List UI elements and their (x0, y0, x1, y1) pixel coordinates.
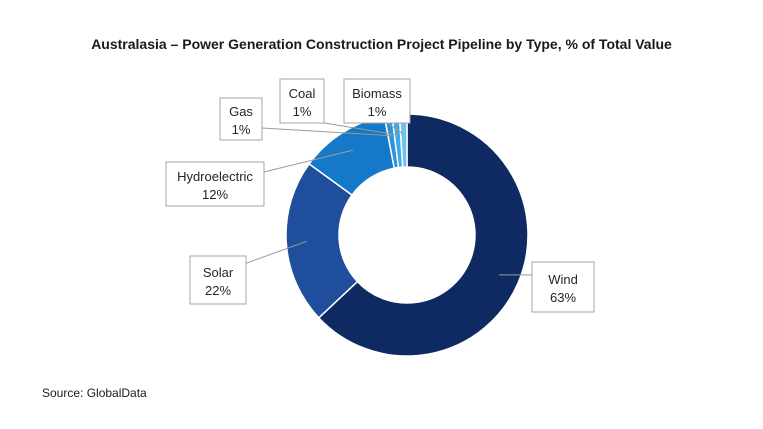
label-value-wind: 63% (550, 290, 576, 305)
label-box-gas (219, 97, 263, 141)
label-name-solar: Solar (203, 265, 234, 280)
label-value-gas: 1% (232, 122, 251, 137)
source-note: Source: GlobalData (42, 386, 147, 400)
label-box-wind (531, 261, 595, 313)
leader-line-solar (243, 240, 307, 265)
label-value-coal: 1% (293, 104, 312, 119)
leader-line-hydroelectric (263, 149, 354, 173)
label-box-coal (279, 78, 325, 124)
chart-title: Australasia – Power Generation Construct… (91, 36, 672, 52)
label-name-wind: Wind (548, 272, 578, 287)
label-value-solar: 22% (205, 283, 231, 298)
slice-solar (285, 162, 359, 319)
leader-line-gas (261, 127, 392, 137)
label-box-solar (189, 255, 247, 305)
leader-line-biomass (385, 121, 405, 135)
label-box-biomass (343, 78, 411, 124)
slice-wind (317, 113, 529, 357)
leader-line-coal (317, 121, 398, 136)
label-box-hydroelectric (165, 161, 265, 207)
label-name-gas: Gas (229, 104, 253, 119)
label-name-hydroelectric: Hydroelectric (177, 169, 253, 184)
label-name-biomass: Biomass (352, 86, 402, 101)
label-name-coal: Coal (289, 86, 316, 101)
label-value-hydroelectric: 12% (202, 187, 228, 202)
label-value-biomass: 1% (368, 104, 387, 119)
